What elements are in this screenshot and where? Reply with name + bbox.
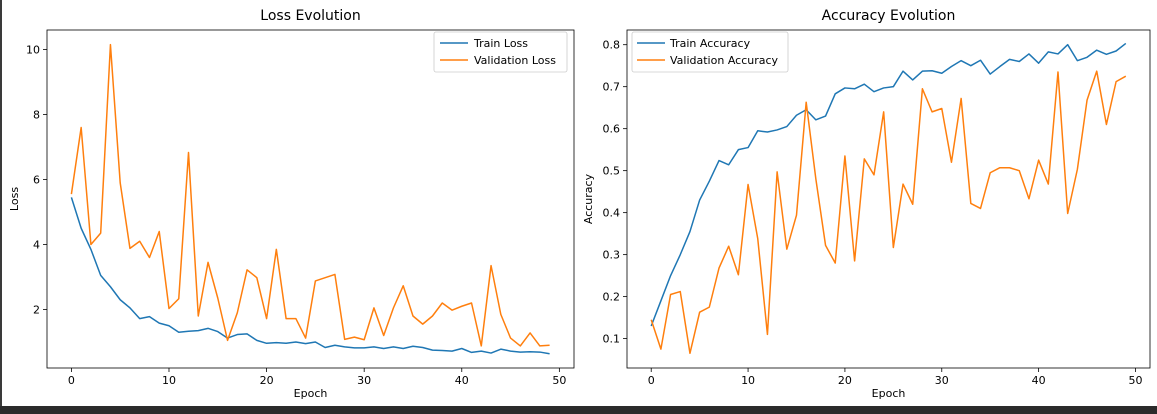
accuracy-x-tick-label: 0 [648,374,655,387]
accuracy-x-tick-label: 50 [1128,374,1142,387]
accuracy-x-tick-label: 10 [741,374,755,387]
accuracy-y-tick-label: 0.8 [603,39,621,52]
loss-y-tick-label: 2 [33,304,40,317]
loss-x-tick-label: 0 [68,374,75,387]
accuracy-legend: Train Accuracy Validation Accuracy [631,31,789,73]
accuracy-line-validation-accuracy [650,70,1127,355]
loss-y-tick-label: 8 [33,109,40,122]
accuracy-y-tick-label: 0.6 [603,123,621,136]
accuracy-ticks: 0 10 20 30 40 50 0.1 0.2 0.3 0.4 0.5 0.6 0.7 0.8 [603,39,1143,387]
loss-y-tick-label: 4 [33,239,40,252]
loss-line-validation-loss [70,43,550,347]
accuracy-y-axis-label: Accuracy [582,173,595,224]
accuracy-chart-title: Accuracy Evolution [822,8,956,24]
accuracy-x-tick-label: 20 [838,374,852,387]
loss-legend-validation-label: Validation Loss [474,54,556,67]
loss-ticks: 0 10 20 30 40 50 2 4 6 8 10 [26,44,566,388]
loss-plot-area [46,29,575,369]
accuracy-x-axis-label: Epoch [872,387,906,400]
accuracy-series-lines [650,42,1127,355]
loss-y-tick-label: 10 [26,44,40,57]
accuracy-legend-box [631,31,789,73]
accuracy-x-tick-label: 30 [935,374,949,387]
loss-x-axis-label: Epoch [294,387,328,400]
loss-x-tick-label: 50 [552,374,566,387]
loss-series-lines [70,43,550,355]
accuracy-line-train-accuracy [650,42,1127,327]
accuracy-y-tick-label: 0.1 [603,333,621,346]
loss-chart: Loss Evolution Epoch Loss 0 10 20 30 40 50 2 4 6… [8,8,575,400]
accuracy-chart: Accuracy Evolution Epoch Accuracy 0 10 20 3… [582,8,1151,400]
accuracy-y-tick-label: 0.7 [603,81,621,94]
loss-y-axis-label: Loss [8,187,21,211]
loss-x-tick-label: 30 [357,374,371,387]
accuracy-legend-train-label: Train Accuracy [669,37,751,50]
accuracy-y-tick-label: 0.4 [603,207,621,220]
accuracy-legend-validation-label: Validation Accuracy [670,54,779,67]
loss-y-tick-label: 6 [33,174,40,187]
window-bottom-bar [0,406,1157,414]
loss-legend: Train Loss Validation Loss [433,31,568,73]
accuracy-y-tick-label: 0.5 [603,165,621,178]
loss-x-tick-label: 10 [162,374,176,387]
accuracy-y-tick-label: 0.2 [603,291,621,304]
loss-x-tick-label: 20 [260,374,274,387]
window-left-edge [0,0,2,406]
loss-legend-box [433,31,568,73]
loss-legend-train-label: Train Loss [473,37,528,50]
loss-chart-title: Loss Evolution [260,8,360,24]
accuracy-y-tick-label: 0.3 [603,249,621,262]
loss-x-tick-label: 40 [455,374,469,387]
loss-line-train-loss [70,197,550,355]
accuracy-plot-area [626,29,1151,369]
accuracy-x-tick-label: 40 [1032,374,1046,387]
